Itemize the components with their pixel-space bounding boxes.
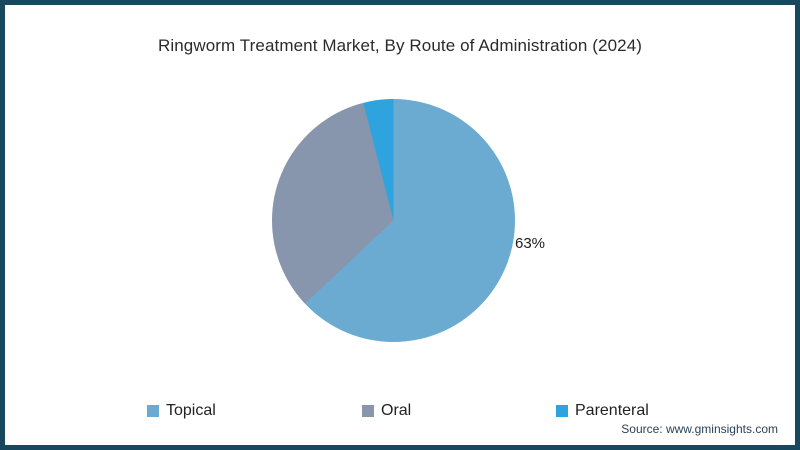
legend-swatch-parenteral-icon	[556, 405, 568, 417]
legend: Topical Oral Parenteral	[5, 400, 795, 424]
legend-item-topical: Topical	[147, 400, 216, 422]
legend-label-parenteral: Parenteral	[575, 402, 649, 419]
legend-swatch-topical-icon	[147, 405, 159, 417]
legend-label-oral: Oral	[381, 402, 412, 419]
pie-chart	[272, 99, 515, 342]
source-attribution: Source: www.gminsights.com	[621, 422, 778, 436]
legend-item-parenteral: Parenteral	[556, 400, 649, 422]
chart-title: Ringworm Treatment Market, By Route of A…	[157, 36, 643, 55]
legend-item-oral: Oral	[362, 400, 411, 422]
pie-data-label-topical: 63%	[515, 235, 546, 252]
legend-label-topical: Topical	[166, 402, 216, 419]
legend-swatch-oral-icon	[362, 405, 374, 417]
